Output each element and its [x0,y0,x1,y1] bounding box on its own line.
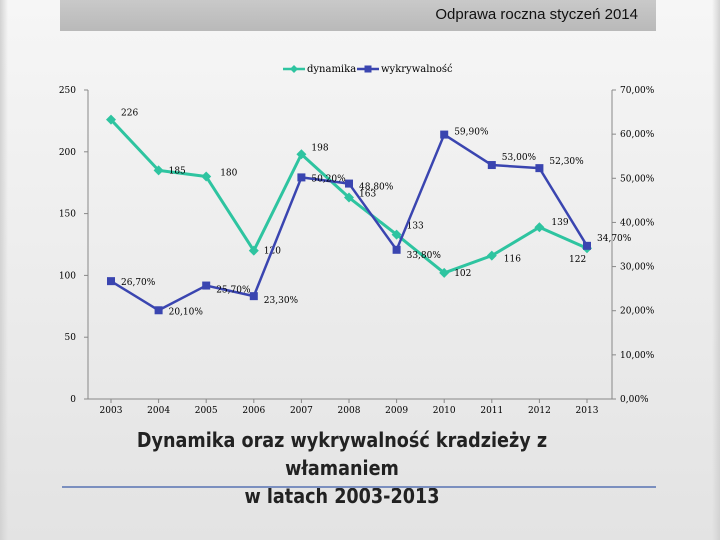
data-label-dynamika: 116 [504,255,521,265]
data-label-dynamika: 185 [169,166,186,176]
x-axis-tick-label: 2009 [385,406,408,416]
right-axis-tick-label: 40,00% [620,218,655,228]
data-label-dynamika: 139 [551,218,568,228]
data-label-wykrywalnosc: 50,20% [311,174,346,184]
right-axis-tick-label: 20,00% [620,307,655,317]
chart-caption-line-1: Dynamika oraz wykrywalność kradzieży z w… [136,428,548,480]
data-label-wykrywalnosc: 20,10% [169,307,204,317]
data-point-wykrywalnosc [487,161,496,170]
legend-entry: wykrywalność [381,64,453,75]
x-axis-tick-label: 2010 [433,406,456,416]
data-point-dynamika [534,222,545,233]
right-axis-tick-label: 70,00% [620,86,655,96]
chart-caption-line-2: w latach 2003-2013 [244,484,440,508]
data-point-wykrywalnosc [249,292,258,301]
data-point-dynamika [296,149,307,160]
data-label-dynamika: 226 [121,109,138,119]
data-point-dynamika [486,250,497,261]
x-axis-tick-label: 2012 [528,406,551,416]
data-point-dynamika [391,229,402,240]
left-axis-tick-label: 100 [59,271,76,281]
x-axis-tick-label: 2007 [290,406,313,416]
right-axis-tick-label: 30,00% [620,263,655,273]
right-axis-tick-label: 0,00% [620,395,649,405]
data-point-wykrywalnosc [583,241,591,250]
data-point-dynamika [153,165,164,176]
data-label-dynamika: 102 [454,269,471,279]
data-point-wykrywalnosc [535,164,544,173]
data-point-wykrywalnosc [202,281,211,290]
data-label-wykrywalnosc: 53,00% [502,153,537,163]
data-point-dynamika [344,192,354,203]
legend-entry: dynamika [307,64,356,75]
data-point-wykrywalnosc [392,245,401,254]
data-label-wykrywalnosc: 52,30% [549,157,584,167]
left-axis-tick-label: 200 [59,148,76,158]
data-point-dynamika [439,267,450,278]
data-label-dynamika: 180 [220,169,237,179]
right-axis-tick-label: 50,00% [620,174,655,184]
left-axis-tick-label: 0 [70,395,76,405]
data-point-dynamika [106,114,116,125]
data-point-wykrywalnosc [345,179,353,188]
chart-caption: Dynamika oraz wykrywalność kradzieży z w… [96,426,589,510]
data-point-wykrywalnosc [297,173,306,182]
left-axis-tick-label: 150 [59,210,76,220]
left-axis-tick-label: 250 [59,86,76,96]
legend-marker [290,65,298,73]
data-label-wykrywalnosc: 33,80% [407,251,442,261]
data-label-wykrywalnosc: 26,70% [121,278,156,288]
x-axis-tick-label: 2005 [195,406,218,416]
legend-marker [364,65,372,73]
data-label-wykrywalnosc: 34,70% [597,234,632,244]
x-axis-tick-label: 2006 [242,406,265,416]
page-title: Odprawa roczna styczeń 2014 [435,6,638,23]
right-axis-tick-label: 60,00% [620,130,655,140]
data-point-wykrywalnosc [154,306,163,315]
left-axis-tick-label: 50 [65,333,77,343]
data-label-wykrywalnosc: 48,80% [359,183,394,193]
data-point-dynamika [201,171,212,182]
x-axis-tick-label: 2008 [338,406,361,416]
x-axis-tick-label: 2011 [480,406,503,416]
data-label-dynamika: 198 [311,143,328,153]
data-label-wykrywalnosc: 59,90% [454,128,489,138]
data-label-dynamika: 133 [407,222,424,232]
bottom-rule [62,486,656,488]
x-axis-tick-label: 2013 [576,406,599,416]
header-band: Odprawa roczna styczeń 2014 [60,0,656,31]
left-edge-shade [0,0,8,540]
right-axis-tick-label: 10,00% [620,351,655,361]
data-label-wykrywalnosc: 23,30% [264,296,299,306]
data-point-dynamika [248,245,259,256]
x-axis-tick-label: 2003 [100,406,123,416]
data-label-wykrywalnosc: 25,70% [216,286,251,296]
x-axis-tick-label: 2004 [147,406,170,416]
data-point-wykrywalnosc [440,130,449,139]
data-label-dynamika: 163 [359,190,376,200]
data-label-dynamika: 122 [569,255,586,265]
data-point-wykrywalnosc [107,277,115,286]
right-edge-shade [712,0,720,540]
